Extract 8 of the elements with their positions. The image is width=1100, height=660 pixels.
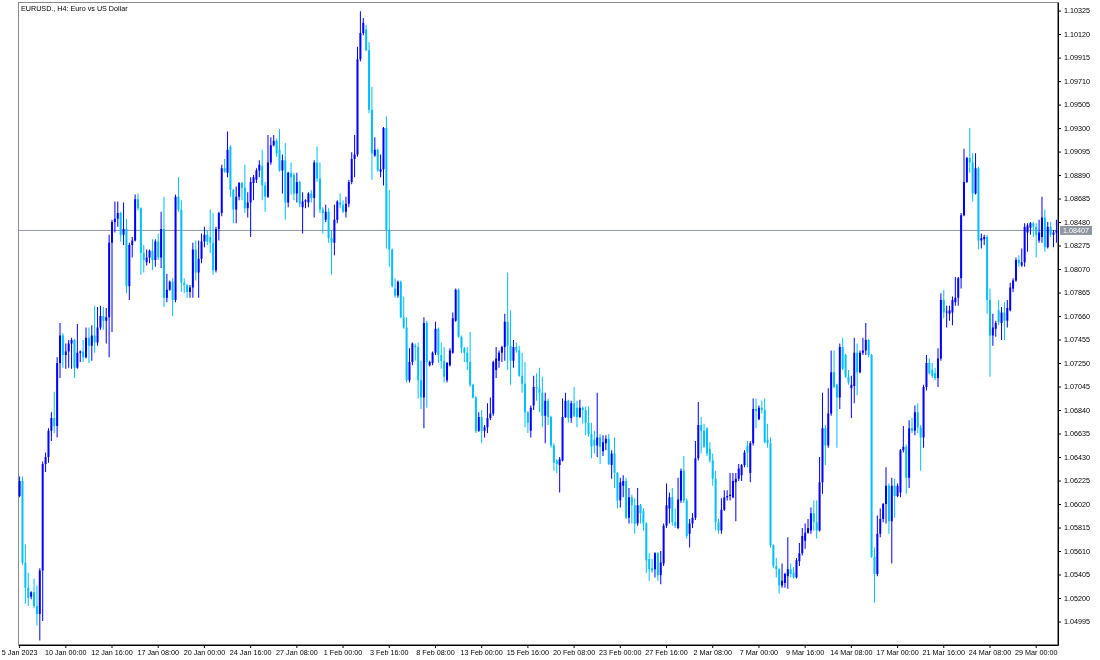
candlestick xyxy=(70,337,73,369)
candlestick xyxy=(945,305,948,328)
candlestick xyxy=(700,416,703,454)
candlestick xyxy=(911,418,914,433)
candlestick xyxy=(786,537,789,589)
candlestick xyxy=(1055,219,1058,243)
candlestick xyxy=(301,192,304,234)
candlestick xyxy=(596,392,599,458)
